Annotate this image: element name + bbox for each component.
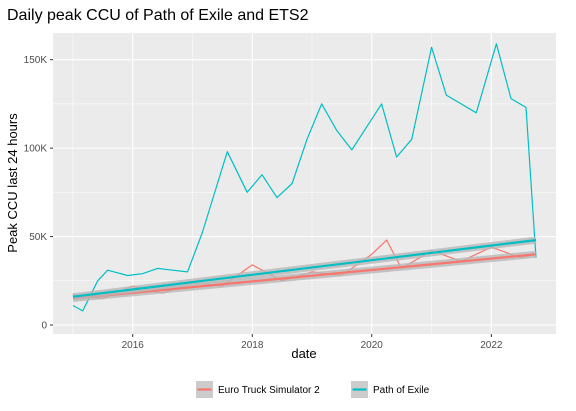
y-tick-label: 100K (24, 144, 48, 155)
chart-title: Daily peak CCU of Path of Exile and ETS2 (7, 7, 309, 24)
y-axis: 0 50K 100K 150K (24, 55, 53, 332)
plot-panel (53, 33, 556, 334)
x-axis: 2016 2018 2020 2022 (122, 334, 503, 351)
x-axis-title: date (291, 346, 316, 361)
legend: Euro Truck Simulator 2 Path of Exile (196, 381, 430, 398)
legend-label: Euro Truck Simulator 2 (218, 385, 320, 396)
minor-grid (53, 33, 556, 334)
y-tick-label: 50K (29, 232, 47, 243)
y-axis-title: Peak CCU last 24 hours (5, 113, 20, 253)
y-tick-label: 0 (41, 321, 47, 332)
x-tick-label: 2018 (241, 340, 264, 351)
series-line (72, 43, 537, 312)
trend-line (72, 239, 537, 298)
legend-label: Path of Exile (373, 385, 430, 396)
x-tick-label: 2020 (361, 340, 384, 351)
x-tick-label: 2016 (122, 340, 145, 351)
y-tick-label: 150K (24, 55, 48, 66)
trend-line (72, 253, 537, 300)
trend-lines (72, 236, 537, 302)
x-tick-label: 2022 (480, 340, 503, 351)
